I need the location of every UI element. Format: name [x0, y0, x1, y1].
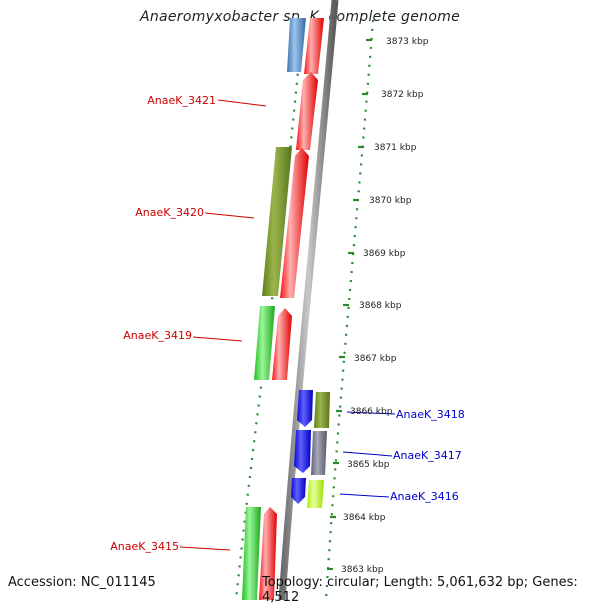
- genome-backbone: [278, 0, 339, 600]
- gene-arrow-olive: [314, 392, 330, 428]
- ruler-label: 3867 kbp: [354, 354, 397, 364]
- gene-arrow-blue: [294, 430, 311, 473]
- ruler-label: 3865 kbp: [347, 460, 390, 470]
- gene-arrow-blue: [297, 390, 313, 427]
- map-title: Anaeromyxobacter sp. K, complete genome: [139, 9, 461, 25]
- gene-arrow-red: [304, 18, 324, 74]
- gene-label[interactable]: AnaeK_3421: [147, 94, 216, 107]
- gene-arrow-blue: [291, 478, 306, 504]
- ruler-label: 3866 kbp: [350, 407, 393, 417]
- ruler-label: 3870 kbp: [369, 196, 412, 206]
- ruler-label: 3869 kbp: [363, 249, 406, 259]
- ruler-label: 3868 kbp: [359, 301, 402, 311]
- gene-arrow-olive: [262, 147, 292, 296]
- gene-leader-line: [342, 451, 393, 457]
- ruler-label: 3873 kbp: [386, 37, 429, 47]
- gene-label[interactable]: AnaeK_3419: [123, 329, 192, 342]
- gene-arrow-red: [296, 72, 318, 150]
- accession-text: Accession: NC_011145: [8, 575, 156, 590]
- ruler-label: 3863 kbp: [341, 565, 384, 575]
- gene-leader-line: [192, 336, 243, 342]
- gene-arrow-red: [259, 507, 277, 600]
- gene-arrow-lime: [307, 480, 324, 508]
- gene-arrow-gray: [311, 431, 327, 475]
- ruler-label: 3871 kbp: [374, 143, 417, 153]
- gene-label[interactable]: AnaeK_3420: [135, 206, 204, 219]
- gene-leader-line: [217, 99, 267, 107]
- gene-arrow-steel: [287, 18, 306, 72]
- gene-leader-line: [204, 212, 255, 219]
- gene-leader-line: [179, 546, 231, 551]
- gene-arrow-green: [242, 507, 261, 600]
- ruler-label: 3864 kbp: [343, 513, 386, 523]
- genome-summary-text: Topology: circular; Length: 5,061,632 bp…: [262, 575, 578, 605]
- gene-label[interactable]: AnaeK_3416: [390, 490, 459, 503]
- gene-leader-line: [339, 493, 390, 498]
- gene-arrow-red: [272, 308, 292, 380]
- gene-arrow-red: [280, 148, 309, 298]
- gene-label[interactable]: AnaeK_3418: [396, 408, 465, 421]
- gene-label[interactable]: AnaeK_3417: [393, 449, 462, 462]
- ruler-label: 3872 kbp: [381, 90, 424, 100]
- gene-label[interactable]: AnaeK_3415: [110, 540, 179, 553]
- gene-arrow-green: [254, 306, 275, 380]
- gene-leader-line: [346, 411, 396, 415]
